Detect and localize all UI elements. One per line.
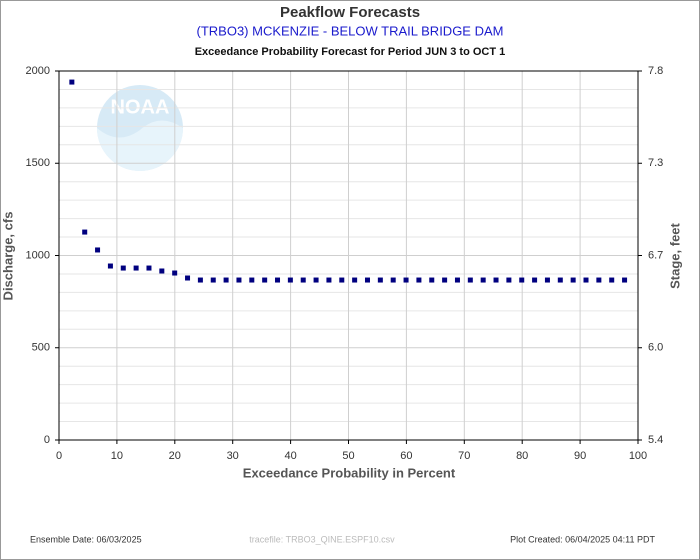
data-point (210, 277, 216, 283)
data-point (326, 277, 332, 283)
data-point (236, 277, 242, 283)
x-tick-label: 50 (342, 450, 354, 462)
x-tick-label: 70 (458, 450, 470, 462)
data-point (442, 277, 448, 283)
data-point (622, 277, 628, 283)
y-axis-label: Discharge, cfs (0, 212, 15, 301)
x-tick-label: 100 (629, 450, 647, 462)
data-point (172, 270, 178, 276)
y-tick-label: 1000 (26, 249, 50, 261)
y-tick-label: 500 (32, 342, 50, 354)
chart-subtitle: (TRBO3) MCKENZIE - BELOW TRAIL BRIDGE DA… (197, 23, 504, 38)
data-point (313, 277, 319, 283)
x-tick-label: 0 (56, 450, 62, 462)
data-point (275, 277, 281, 283)
data-point (82, 229, 88, 235)
data-point (390, 277, 396, 283)
data-point (532, 277, 538, 283)
x-tick-label: 40 (284, 450, 296, 462)
data-point (185, 275, 191, 281)
data-point (519, 277, 525, 283)
data-point (364, 277, 370, 283)
x-axis-label: Exceedance Probability in Percent (243, 465, 456, 480)
y-tick-label: 0 (44, 434, 50, 446)
x-tick-label: 20 (169, 450, 181, 462)
chart-title: Peakflow Forecasts (280, 4, 420, 21)
data-point (429, 277, 435, 283)
x-tick-label: 90 (574, 450, 586, 462)
data-point (159, 268, 165, 274)
data-point (454, 277, 460, 283)
data-point (377, 277, 383, 283)
data-point (596, 277, 602, 283)
footer-right: Plot Created: 06/04/2025 04:11 PDT (510, 534, 655, 544)
data-point (249, 277, 255, 283)
data-point (403, 277, 409, 283)
data-point (287, 277, 293, 283)
data-point (583, 277, 589, 283)
logo-text: NOAA (111, 96, 170, 118)
data-point (493, 277, 499, 283)
footer-left: Ensemble Date: 06/03/2025 (30, 534, 142, 544)
data-point (262, 277, 268, 283)
data-point (95, 247, 101, 253)
data-point (467, 277, 473, 283)
data-point (570, 277, 576, 283)
data-point (120, 265, 126, 271)
y2-axis-label: Stage, feet (667, 222, 682, 288)
plot-border (58, 70, 639, 441)
footer-center: tracefile: TRBO3_QINE.ESPF10.csv (249, 534, 395, 544)
chart-caption: Exceedance Probability Forecast for Peri… (195, 46, 506, 58)
data-point (339, 277, 345, 283)
x-tick-label: 10 (111, 450, 123, 462)
y-tick-label: 2000 (26, 65, 50, 77)
data-point (133, 265, 139, 271)
data-point (544, 277, 550, 283)
y2-tick-label: 7.8 (648, 65, 663, 77)
data-point (107, 263, 113, 269)
y2-tick-label: 7.3 (648, 157, 663, 169)
data-point (609, 277, 615, 283)
data-point (416, 277, 422, 283)
data-point (352, 277, 358, 283)
noaa-logo: NOAA (97, 85, 183, 171)
y2-tick-label: 5.4 (648, 434, 663, 446)
data-point (146, 265, 152, 271)
x-tick-label: 60 (400, 450, 412, 462)
data-point (557, 277, 563, 283)
x-tick-label: 80 (516, 450, 528, 462)
data-point (480, 277, 486, 283)
y2-tick-label: 6.0 (648, 342, 663, 354)
y-tick-label: 1500 (26, 157, 50, 169)
data-point (300, 277, 306, 283)
x-tick-label: 30 (227, 450, 239, 462)
y2-tick-label: 6.7 (648, 249, 663, 261)
data-point (223, 277, 229, 283)
data-point (197, 277, 203, 283)
data-point (69, 79, 75, 85)
data-point (506, 277, 512, 283)
